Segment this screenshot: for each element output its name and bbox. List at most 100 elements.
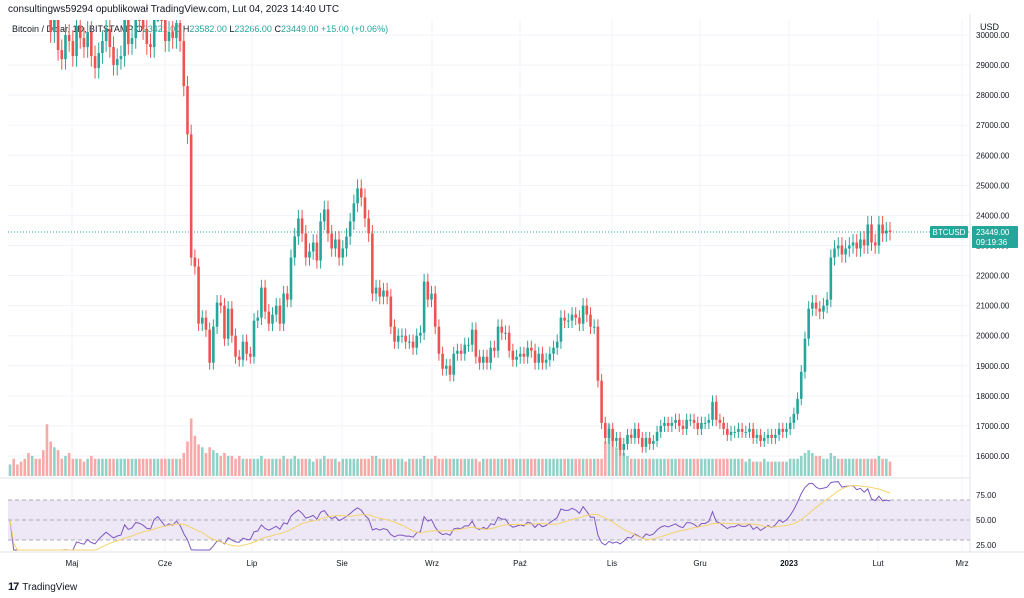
candle-body: [855, 242, 859, 249]
candle-body: [570, 314, 574, 321]
candle-body: [799, 371, 803, 399]
candle-body: [744, 431, 748, 433]
volume-bar: [681, 458, 685, 476]
symbol-badge-bg: [930, 225, 968, 238]
volume-bar: [581, 458, 585, 476]
volume-bar: [674, 458, 677, 476]
volume-bar: [570, 458, 574, 476]
candle-body: [585, 305, 589, 315]
volume-bar: [670, 458, 674, 476]
candle-body: [419, 332, 422, 336]
candle-body: [104, 29, 108, 42]
volume-bar: [345, 458, 348, 476]
candle-body: [241, 341, 245, 360]
candle-body: [134, 20, 138, 39]
last-price-badge: 23449.00: [976, 228, 1010, 237]
volume-bar: [452, 458, 455, 476]
candle-body: [171, 32, 174, 39]
candle-body: [138, 20, 141, 21]
candle-body: [729, 431, 733, 435]
candle-body: [574, 314, 578, 318]
tradingview-logo-icon: 17: [8, 581, 19, 593]
volume-bar: [297, 458, 300, 476]
candle-body: [230, 308, 234, 336]
volume-bar: [433, 455, 437, 476]
volume-bar: [352, 458, 356, 476]
volume-bar: [204, 453, 208, 476]
candle-body: [681, 425, 685, 429]
volume-bar: [160, 458, 163, 476]
volume-bar: [555, 458, 559, 476]
candle-body: [615, 437, 618, 441]
volume-bar: [474, 458, 478, 476]
candle-body: [626, 434, 629, 444]
candle-body: [82, 38, 86, 48]
volume-bar: [311, 461, 315, 476]
candle-body: [252, 320, 256, 357]
candle-body: [278, 305, 282, 324]
volume-bar: [833, 455, 836, 476]
volume-bar: [286, 458, 289, 476]
rsi-line: [9, 481, 891, 551]
volume-bar: [219, 455, 223, 476]
candle-body: [637, 428, 640, 438]
candle-body: [389, 296, 393, 327]
candle-body: [836, 245, 840, 249]
volume-bar: [156, 458, 160, 476]
candle-body: [622, 443, 626, 450]
close-value: 23449.00: [280, 24, 319, 34]
volume-bar: [774, 461, 777, 476]
volume-bar: [141, 458, 145, 476]
volume-bar: [836, 458, 840, 476]
candle-body: [149, 44, 152, 48]
volume-bar: [260, 455, 263, 476]
volume-bar: [67, 453, 71, 476]
candle-body: [618, 437, 622, 450]
volume-bar: [71, 458, 75, 476]
candle-body: [178, 23, 182, 42]
volume-bar: [127, 458, 130, 476]
tradingview-brand: TradingView: [22, 581, 78, 593]
candle-body: [862, 239, 866, 246]
candle-body: [319, 221, 322, 261]
volume-bar: [877, 455, 881, 476]
volume-bar: [600, 458, 603, 476]
volume-bar: [300, 458, 304, 476]
candle-body: [859, 239, 862, 249]
volume-bar: [152, 458, 156, 476]
volume-bar: [677, 458, 681, 476]
volume-bar: [289, 458, 293, 476]
volume-bar: [585, 458, 589, 476]
volume-bar: [271, 458, 274, 476]
volume-bar: [567, 458, 570, 476]
volume-bar: [803, 453, 807, 476]
candle-body: [90, 32, 93, 57]
volume-bar: [78, 458, 82, 476]
candle-body: [393, 326, 396, 342]
candle-body: [204, 317, 208, 330]
volume-bar: [604, 441, 607, 476]
candle-body: [367, 218, 370, 234]
candle-body: [848, 245, 851, 249]
volume-bar: [689, 458, 692, 476]
volume-bar: [814, 455, 818, 476]
volume-bar: [389, 458, 393, 476]
candle-body: [359, 188, 363, 198]
volume-bar: [34, 458, 38, 476]
candle-body: [718, 419, 722, 423]
currency-label[interactable]: USD: [980, 22, 1000, 32]
symbol-description[interactable]: Bitcoin / Dolar, 1D, BITSTAMP: [12, 24, 134, 34]
candle-body: [544, 359, 548, 363]
volume-bar: [82, 461, 86, 476]
volume-bar: [737, 458, 740, 476]
volume-bar: [766, 461, 770, 476]
candle-body: [300, 218, 304, 234]
candle-body: [689, 419, 692, 421]
candle-body: [175, 23, 178, 39]
volume-bar: [648, 458, 651, 476]
volume-bar: [888, 461, 892, 476]
candle-body: [692, 419, 696, 423]
candle-body: [578, 317, 581, 324]
volume-bars: [8, 418, 892, 476]
